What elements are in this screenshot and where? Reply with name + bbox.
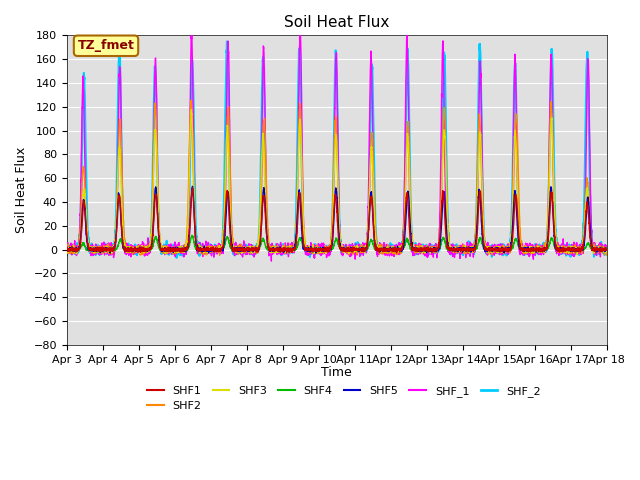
SHF4 [63, 246, 70, 252]
SHF5 [189, 183, 196, 189]
SHF_2 [214, 250, 221, 256]
SHF1 [214, 248, 221, 254]
SHF_2 [63, 248, 70, 253]
SHF2 [187, 97, 195, 103]
X-axis label: Time: Time [321, 366, 352, 379]
SHF2 [603, 252, 611, 258]
SHF1 [63, 248, 70, 254]
SHF_1 [603, 243, 611, 249]
SHF4 [214, 248, 221, 253]
Line: SHF5: SHF5 [67, 186, 607, 253]
SHF3 [603, 248, 611, 254]
SHF_1 [552, 247, 559, 253]
SHF4 [603, 247, 611, 252]
Line: SHF4: SHF4 [67, 235, 607, 252]
SHF2 [399, 239, 407, 245]
SHF5 [603, 247, 611, 253]
Line: SHF3: SHF3 [67, 109, 607, 254]
SHF4 [188, 232, 196, 238]
SHF4 [179, 248, 186, 253]
SHF_1 [268, 258, 275, 264]
SHF5 [552, 242, 559, 248]
SHF1 [603, 246, 611, 252]
SHF5 [390, 246, 397, 252]
SHF3 [63, 248, 70, 253]
SHF5 [214, 247, 221, 253]
SHF_1 [188, 24, 196, 30]
SHF_2 [603, 246, 611, 252]
SHF1 [188, 185, 196, 191]
SHF3 [552, 228, 559, 234]
SHF_2 [399, 239, 407, 245]
SHF_2 [173, 255, 180, 261]
SHF1 [390, 247, 397, 253]
SHF2 [603, 246, 611, 252]
SHF1 [399, 242, 407, 248]
SHF2 [214, 246, 221, 252]
SHF3 [179, 249, 186, 254]
SHF3 [603, 249, 611, 254]
SHF_2 [603, 244, 611, 250]
SHF2 [216, 252, 223, 258]
SHF4 [390, 248, 397, 253]
SHF_2 [223, 38, 231, 44]
SHF_1 [63, 249, 70, 254]
SHF_1 [399, 237, 407, 243]
SHF4 [603, 245, 611, 251]
SHF_1 [603, 245, 611, 251]
SHF2 [390, 250, 397, 255]
SHF_1 [390, 246, 397, 252]
Line: SHF_2: SHF_2 [67, 41, 607, 258]
SHF2 [552, 233, 559, 239]
SHF4 [399, 245, 406, 251]
Line: SHF1: SHF1 [67, 188, 607, 253]
SHF5 [179, 247, 186, 253]
SHF_1 [179, 248, 186, 254]
SHF1 [393, 250, 401, 256]
Y-axis label: Soil Heat Flux: Soil Heat Flux [15, 147, 28, 233]
Line: SHF2: SHF2 [67, 100, 607, 255]
SHF3 [399, 241, 406, 247]
SHF_2 [552, 228, 559, 234]
SHF1 [552, 240, 559, 246]
SHF1 [179, 249, 186, 254]
SHF_2 [390, 247, 397, 252]
SHF2 [63, 248, 70, 253]
SHF3 [390, 248, 397, 254]
SHF2 [179, 245, 186, 251]
SHF3 [214, 248, 221, 254]
SHF_2 [179, 244, 186, 250]
SHF1 [603, 246, 611, 252]
SHF_1 [214, 248, 221, 254]
SHF3 [188, 107, 195, 112]
SHF5 [106, 250, 114, 256]
Line: SHF_1: SHF_1 [67, 27, 607, 261]
SHF5 [63, 247, 70, 253]
SHF5 [399, 245, 407, 251]
SHF4 [552, 246, 559, 252]
SHF5 [603, 247, 611, 253]
Text: TZ_fmet: TZ_fmet [77, 39, 134, 52]
SHF4 [593, 249, 600, 254]
SHF3 [573, 252, 581, 257]
Legend: SHF1, SHF2, SHF3, SHF4, SHF5, SHF_1, SHF_2: SHF1, SHF2, SHF3, SHF4, SHF5, SHF_1, SHF… [143, 381, 545, 416]
Title: Soil Heat Flux: Soil Heat Flux [284, 15, 389, 30]
